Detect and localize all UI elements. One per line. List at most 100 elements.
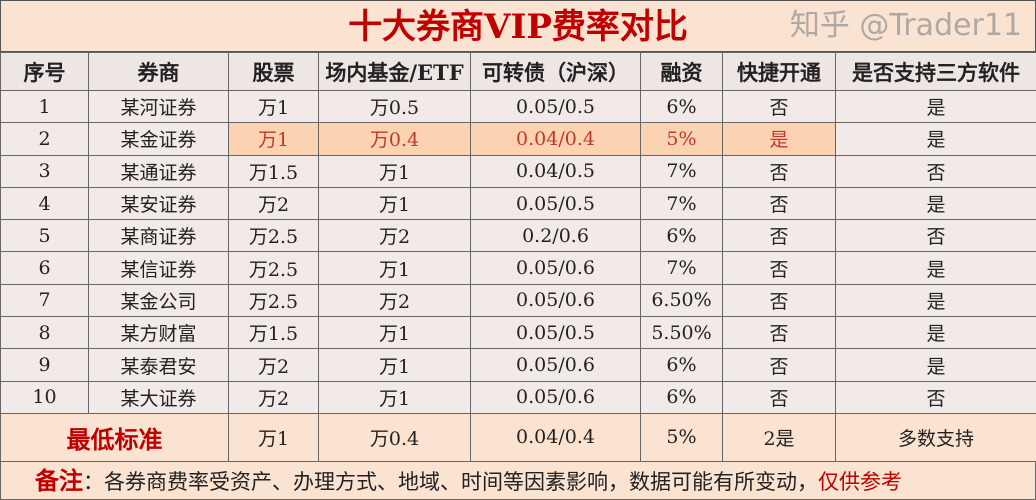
table-cell: 某泰君安	[88, 348, 229, 382]
fee-table: 序号 券商 股票 场内基金/ETF 可转债（沪深） 融资 快捷开通 是否支持三方软件 1 某河证…	[0, 52, 1036, 462]
table-cell: 万2	[228, 348, 319, 382]
table-cell: 否	[722, 380, 836, 414]
table-row: 7 某金公司 万2.5 万2 0.05/0.6 6.50% 否是	[0, 283, 1036, 318]
table-cell: 6%	[640, 380, 723, 414]
note-label: 备注	[35, 465, 83, 495]
table-cell: 0.05/0.6	[470, 283, 641, 318]
minimum-cell: 万1	[228, 412, 319, 462]
table-cell: 否	[722, 219, 836, 253]
table-cell: 万2.5	[228, 219, 319, 253]
table-cell: 6%	[640, 219, 723, 253]
table-cell: 是	[835, 186, 1036, 221]
minimum-label: 最低标准	[0, 412, 229, 462]
table-cell: 某商证券	[88, 219, 229, 253]
table-cell: 否	[722, 89, 836, 124]
table-cell: 万0.5	[318, 89, 471, 124]
column-header: 融资	[640, 52, 723, 91]
table-cell: 万1.5	[228, 154, 319, 188]
table-cell: 某金公司	[88, 283, 229, 318]
table-cell: 7%	[640, 186, 723, 221]
table-cell: 万1	[318, 316, 471, 350]
table-cell: 万1	[318, 348, 471, 382]
table-cell: 某方财富	[88, 316, 229, 350]
table-cell: 万2	[228, 380, 319, 414]
table-cell: 0.04/0.5	[470, 154, 641, 188]
table-cell: 某大证券	[88, 380, 229, 414]
table-cell: 是	[835, 348, 1036, 382]
table-cell: 5	[0, 219, 89, 253]
table-cell: 否	[835, 154, 1036, 188]
table-cell: 万0.4	[318, 122, 471, 156]
table-cell: 万2	[318, 283, 471, 318]
table-cell: 是	[835, 316, 1036, 350]
table-cell: 10	[0, 380, 89, 414]
table-cell: 0.2/0.6	[470, 219, 641, 253]
column-header: 可转债（沪深）	[470, 52, 641, 91]
column-header: 快捷开通	[722, 52, 836, 91]
table-cell: 9	[0, 348, 89, 382]
table-cell: 万1	[318, 380, 471, 414]
minimum-cell: 5%	[640, 412, 723, 462]
table-cell: 否	[722, 154, 836, 188]
table-cell: 万1.5	[228, 316, 319, 350]
table-cell: 万2	[318, 219, 471, 253]
table-row: 1 某河证券 万1 万0.5 0.05/0.5 6% 否是	[0, 89, 1036, 124]
table-row: 2 某金证券 万1 万0.4 0.04/0.4 5% 是是	[0, 122, 1036, 156]
note-text: 各券商费率受资产、办理方式、地域、时间等因素影响，数据可能有所变动，	[104, 469, 818, 494]
table-cell: 否	[722, 186, 836, 221]
table-cell: 6%	[640, 348, 723, 382]
table-cell: 否	[835, 380, 1036, 414]
table-cell: 是	[835, 89, 1036, 124]
table-cell: 0.05/0.6	[470, 380, 641, 414]
note-highlight: 仅供参考	[818, 469, 902, 494]
table-cell: 7%	[640, 154, 723, 188]
minimum-cell: 万0.4	[318, 412, 471, 462]
table-cell: 0.05/0.5	[470, 186, 641, 221]
table-cell: 某通证券	[88, 154, 229, 188]
table-cell: 某金证券	[88, 122, 229, 156]
table-cell: 6.50%	[640, 283, 723, 318]
watermark: 知乎 @Trader11	[789, 8, 1022, 43]
table-cell: 万1	[228, 122, 319, 156]
table-cell: 0.05/0.5	[470, 89, 641, 124]
table-cell: 7%	[640, 251, 723, 285]
table-row: 5 某商证券 万2.5 万2 0.2/0.6 6% 否否	[0, 219, 1036, 253]
table-cell: 6	[0, 251, 89, 285]
table-cell: 是	[722, 122, 836, 156]
page-title: 十大券商VIP费率对比	[0, 0, 1036, 52]
table-cell: 万2.5	[228, 283, 319, 318]
column-header: 序号	[0, 52, 89, 91]
table-cell: 某信证券	[88, 251, 229, 285]
table-cell: 某安证券	[88, 186, 229, 221]
table-cell: 万1	[318, 251, 471, 285]
table-cell: 否	[835, 219, 1036, 253]
note-colon: ：	[83, 469, 104, 494]
table-cell: 万1	[318, 154, 471, 188]
table-row: 4 某安证券 万2 万1 0.05/0.5 7% 否是	[0, 186, 1036, 221]
table-cell: 4	[0, 186, 89, 221]
table-cell: 万2.5	[228, 251, 319, 285]
table-cell: 万2	[228, 186, 319, 221]
minimum-cell: 2是	[722, 412, 836, 462]
table-cell: 是	[835, 283, 1036, 318]
table-cell: 2	[0, 122, 89, 156]
table-cell: 否	[722, 251, 836, 285]
minimum-cell: 0.04/0.4	[470, 412, 641, 462]
table-cell: 5%	[640, 122, 723, 156]
table-cell: 否	[722, 283, 836, 318]
table-cell: 5.50%	[640, 316, 723, 350]
table-cell: 6%	[640, 89, 723, 124]
header-row: 序号 券商 股票 场内基金/ETF 可转债（沪深） 融资 快捷开通 是否支持三方软件	[0, 52, 1036, 91]
column-header: 是否支持三方软件	[835, 52, 1036, 91]
table-cell: 0.04/0.4	[470, 122, 641, 156]
table-cell: 3	[0, 154, 89, 188]
table-cell: 万1	[318, 186, 471, 221]
table-cell: 某河证券	[88, 89, 229, 124]
table-cell: 否	[722, 316, 836, 350]
table-cell: 0.05/0.5	[470, 316, 641, 350]
table-cell: 是	[835, 122, 1036, 156]
table-row: 9 某泰君安 万2 万1 0.05/0.6 6% 否是	[0, 348, 1036, 382]
minimum-row: 最低标准 万1 万0.4 0.04/0.4 5% 2是 多数支持	[0, 412, 1036, 462]
table-cell: 是	[835, 251, 1036, 285]
